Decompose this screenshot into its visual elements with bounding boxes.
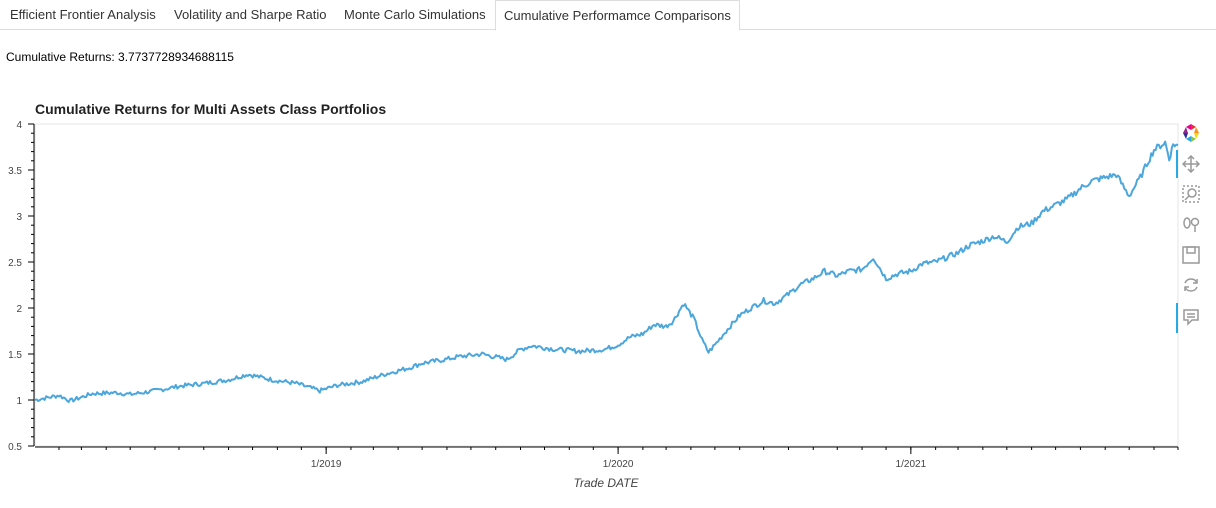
series-line-0 bbox=[34, 140, 1179, 403]
y-tick-label: 4 bbox=[16, 120, 22, 131]
y-tick-label: 2 bbox=[16, 304, 22, 315]
chart-title: Cumulative Returns for Multi Assets Clas… bbox=[35, 101, 387, 117]
y-tick-label: 1.5 bbox=[8, 350, 22, 361]
x-axis-label: Trade DATE bbox=[574, 476, 640, 490]
x-tick-label: 1/2021 bbox=[896, 459, 927, 470]
x-tick-label: 1/2019 bbox=[311, 459, 342, 470]
tab-cumulative-performance-comparisons[interactable]: Cumulative Performamce Comparisons bbox=[495, 0, 740, 31]
tab-monte-carlo-simulations[interactable]: Monte Carlo Simulations bbox=[344, 7, 486, 22]
active-drag-indicator bbox=[1176, 150, 1178, 178]
chart-series bbox=[34, 140, 1179, 403]
y-tick-label: 1 bbox=[16, 396, 22, 407]
tab-bar: Efficient Frontier Analysis Volatility a… bbox=[0, 0, 1216, 31]
y-tick-label: 3 bbox=[16, 212, 22, 223]
y-tick-label: 3.5 bbox=[8, 166, 22, 177]
cumulative-returns-text: Cumulative Returns: 3.7737728934688115 bbox=[6, 50, 234, 64]
chart-axes: 0.5 1 1.5 2 2.5 3 3.5 4 1/2019 1/2020 1/2021 bbox=[8, 120, 1179, 470]
pan-icon[interactable] bbox=[1180, 153, 1202, 175]
plot-frame bbox=[34, 123, 1179, 447]
box-zoom-icon[interactable] bbox=[1180, 183, 1202, 205]
hover-icon[interactable] bbox=[1180, 306, 1202, 328]
save-icon[interactable] bbox=[1180, 244, 1202, 266]
y-tick-label: 0.5 bbox=[8, 442, 22, 453]
active-inspect-indicator bbox=[1176, 303, 1178, 333]
chart-toolbar bbox=[1176, 120, 1206, 340]
tab-efficient-frontier-analysis[interactable]: Efficient Frontier Analysis bbox=[10, 7, 156, 22]
wheel-zoom-icon[interactable] bbox=[1180, 213, 1202, 235]
bokeh-logo-icon[interactable] bbox=[1180, 122, 1202, 144]
tab-volatility-and-sharpe-ratio[interactable]: Volatility and Sharpe Ratio bbox=[174, 7, 327, 22]
y-tick-label: 2.5 bbox=[8, 258, 22, 269]
reset-icon[interactable] bbox=[1180, 274, 1202, 296]
x-tick-label: 1/2020 bbox=[603, 459, 634, 470]
